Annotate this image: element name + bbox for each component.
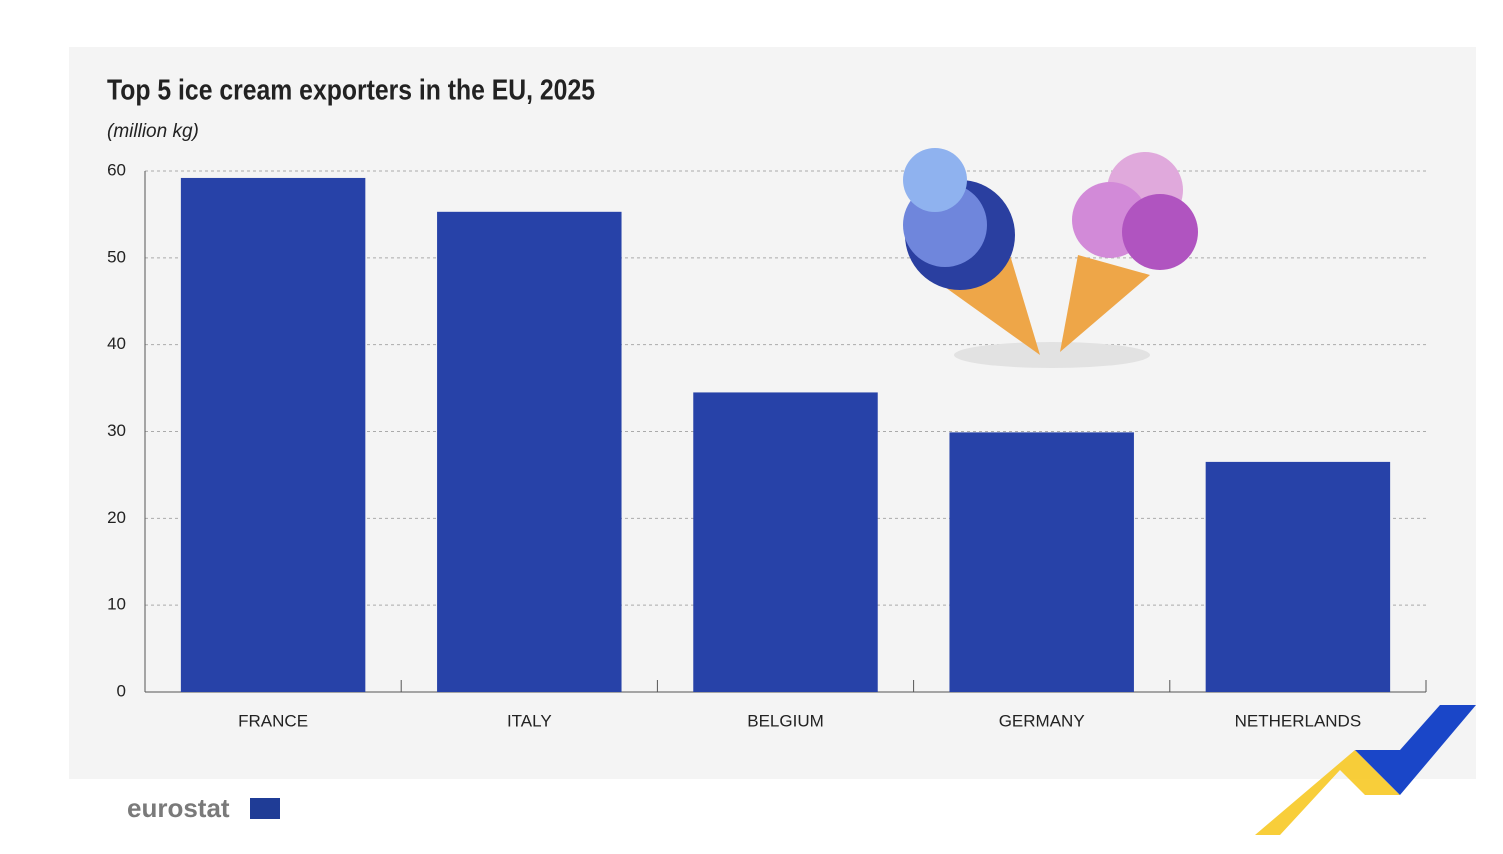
x-tick-label: FRANCE: [238, 711, 308, 730]
x-tick-label: BELGIUM: [747, 711, 824, 730]
x-tick-label: GERMANY: [999, 711, 1085, 730]
decor: [1255, 750, 1400, 835]
bar: [180, 177, 366, 693]
bar: [949, 432, 1134, 692]
y-tick-label: 10: [107, 595, 126, 614]
y-tick-label: 50: [107, 247, 126, 266]
decor: [1355, 705, 1476, 795]
x-tick-label: ITALY: [507, 711, 552, 730]
y-tick-label: 0: [117, 681, 126, 700]
bar: [437, 211, 622, 693]
chart-subtitle: (million kg): [107, 121, 199, 142]
x-tick-label: NETHERLANDS: [1235, 711, 1362, 730]
y-tick-label: 40: [107, 334, 126, 353]
chart-title: Top 5 ice cream exporters in the EU, 202…: [107, 75, 595, 107]
y-tick-label: 30: [107, 421, 126, 440]
bar: [1205, 461, 1391, 692]
bar: [693, 392, 878, 692]
logo-text: eurostat: [127, 793, 230, 823]
y-tick-label: 20: [107, 508, 126, 527]
illustration: [903, 148, 1198, 368]
y-tick-label: 60: [107, 160, 126, 179]
eu-flag: [250, 798, 280, 819]
